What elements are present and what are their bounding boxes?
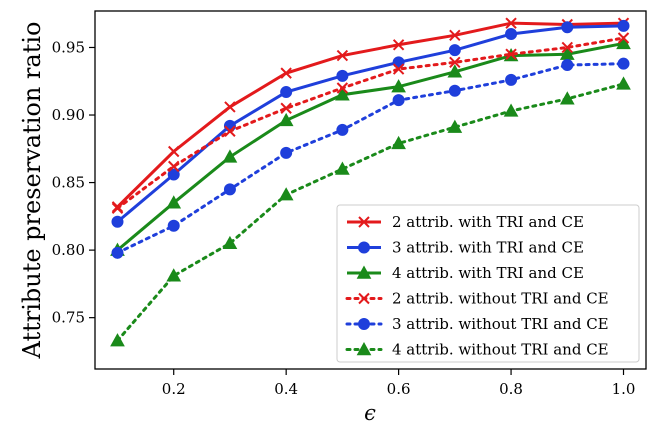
data-point [111,215,124,228]
data-point [448,84,461,97]
y-axis-label: Attribute preservation ratio [18,22,46,360]
data-point [617,57,630,70]
data-point [561,59,574,72]
y-tick-label: 0.75 [52,309,85,327]
data-point [278,112,294,127]
data-point [111,246,124,259]
x-tick-label: 0.8 [499,380,523,398]
legend-item: 4 attrib. without TRI and CE [345,341,609,359]
data-point [505,73,518,86]
x-tick-label: 0.2 [162,380,186,398]
data-point [278,187,294,201]
y-tick-label: 0.85 [52,174,85,192]
legend-marker [358,241,370,254]
data-point [222,235,238,250]
data-point [391,79,406,93]
series-line [115,36,626,210]
series-6 [110,76,631,347]
y-tick-label: 0.80 [52,241,85,259]
y-tick-label: 0.90 [52,106,85,124]
data-point [222,149,238,163]
data-point [223,183,236,196]
data-point [616,76,631,90]
series-4 [111,32,630,214]
data-point [447,119,463,133]
series-line [115,62,626,255]
data-point [561,21,574,34]
data-point [167,168,180,181]
legend-item: 2 attrib. with TRI and CE [347,213,584,231]
legend-label: 2 attrib. without TRI and CE [392,290,609,308]
data-point [616,35,631,50]
legend-label: 4 attrib. without TRI and CE [392,341,609,359]
series-layer [110,17,631,347]
x-tick-label: 0.4 [274,380,298,398]
data-point [280,67,292,79]
data-point [224,125,236,137]
data-point [336,69,349,82]
legend-box [336,204,640,363]
legend-item: 4 attrib. with TRI and CE [347,264,584,282]
legend-item: 3 attrib. with TRI and CE [347,239,584,257]
data-point [336,123,349,136]
data-point [505,27,518,40]
legend-label: 2 attrib. with TRI and CE [392,213,584,231]
series-3 [110,35,631,256]
data-point [166,195,182,209]
data-point [167,219,180,232]
x-tick-label: 0.6 [387,380,411,398]
legend: 2 attrib. with TRI and CE 3 attrib. with … [336,204,640,363]
y-tick-label: 0.95 [52,38,85,56]
data-point [392,94,405,107]
data-point [335,87,350,101]
data-point [280,146,293,159]
x-axis-label: ϵ [364,401,376,425]
legend-item: 2 attrib. without TRI and CE [345,290,609,308]
data-point [391,135,406,150]
y-axis: 0.75 0.80 0.85 0.90 0.95 [52,38,95,327]
legend-marker [358,292,370,305]
data-point [449,29,461,42]
data-point [503,103,519,117]
data-point [448,44,461,57]
data-point [617,19,630,32]
data-point [224,101,236,113]
legend-marker [358,216,370,228]
series-line [116,21,624,208]
data-point [559,91,575,105]
data-point [392,63,405,75]
data-point [280,86,293,99]
legend-label: 3 attrib. with TRI and CE [392,239,584,257]
series-5 [111,57,630,259]
data-point [168,145,180,158]
data-point [110,333,125,347]
series-line [116,41,624,252]
data-point [505,48,517,60]
data-point [280,102,292,114]
x-axis: 0.2 0.4 0.6 0.8 1.0 [162,369,636,398]
data-point [447,64,463,78]
plot-area-frame [94,10,647,370]
data-point [336,49,349,62]
legend-marker [356,341,372,356]
legend-marker [356,265,372,279]
series-line [116,24,624,223]
x-tick-label: 1.0 [612,380,636,398]
data-point [335,161,350,175]
data-point [392,39,405,51]
data-point [561,41,573,54]
data-point [168,160,180,173]
legend-label: 4 attrib. with TRI and CE [392,264,584,282]
legend-marker [358,318,370,330]
data-point [111,202,124,214]
legend-label: 3 attrib. without TRI and CE [392,315,609,333]
data-point [617,32,630,44]
series-2 [111,19,630,228]
data-point [336,82,349,94]
data-point [505,17,517,29]
data-point [166,268,182,282]
legend-item: 3 attrib. without TRI and CE [345,315,609,333]
data-point [449,56,461,69]
